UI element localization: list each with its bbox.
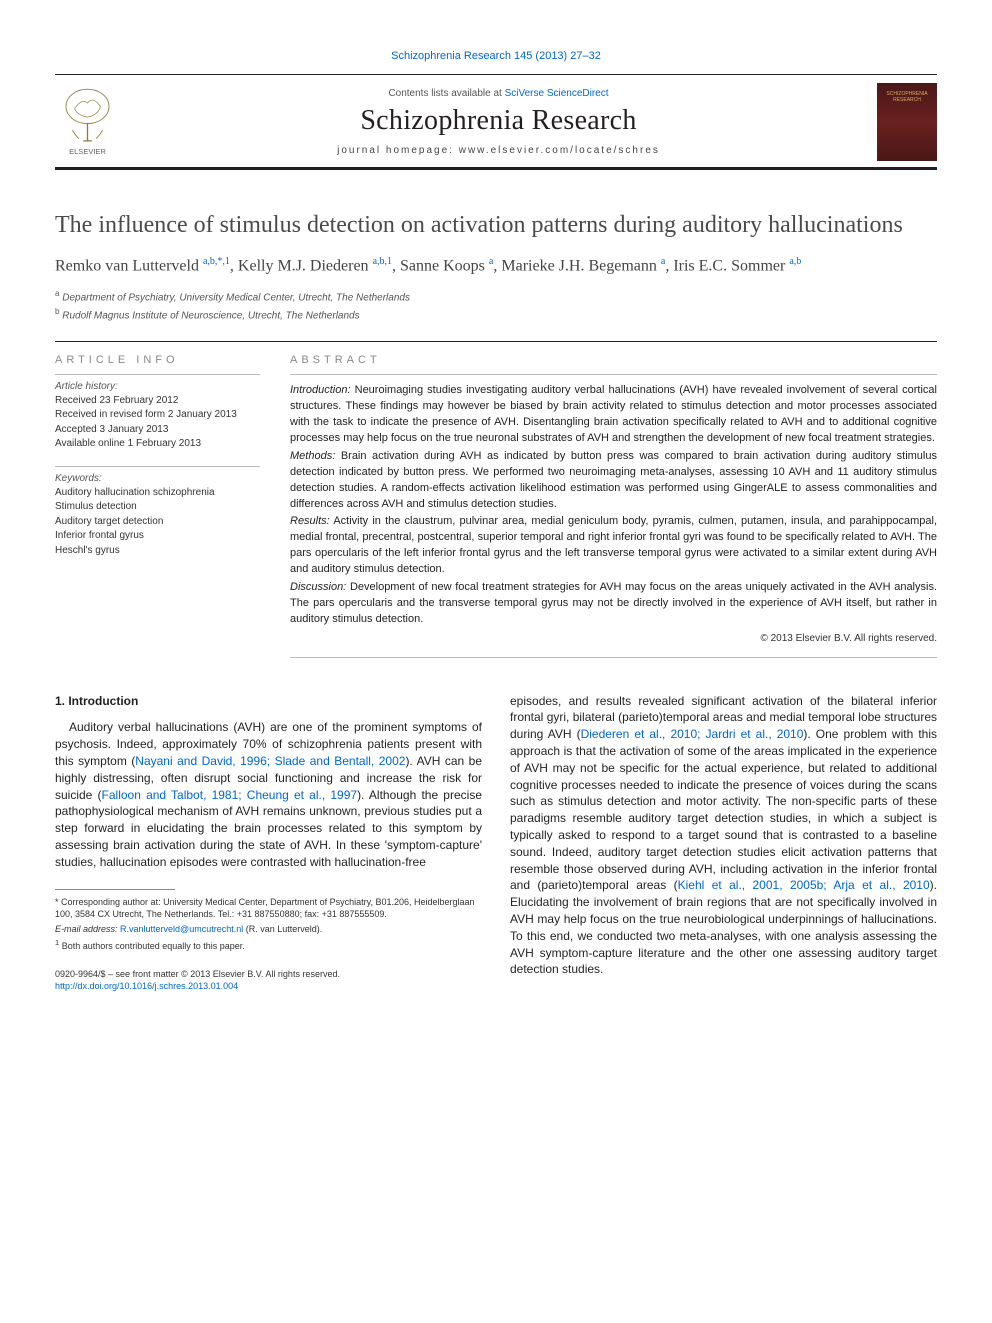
journal-title: Schizophrenia Research — [120, 105, 877, 137]
footnote-rule — [55, 889, 175, 890]
info-abstract-row: ARTICLE INFO Article history: Received 2… — [55, 341, 937, 658]
keyword-2: Auditory target detection — [55, 515, 260, 530]
contents-line: Contents lists available at SciVerse Sci… — [120, 88, 877, 99]
article-info-column: ARTICLE INFO Article history: Received 2… — [55, 342, 260, 658]
keyword-1: Stimulus detection — [55, 500, 260, 515]
email-footnote: E-mail address: R.vanlutterveld@umcutrec… — [55, 923, 482, 935]
journal-header: ELSEVIER Contents lists available at Sci… — [55, 74, 937, 170]
journal-cover-thumbnail: SCHIZOPHRENIA RESEARCH — [877, 83, 937, 161]
homepage-label: journal homepage: — [337, 145, 459, 156]
homepage-url: www.elsevier.com/locate/schres — [459, 145, 660, 156]
contents-prefix: Contents lists available at — [388, 88, 504, 99]
body-column-right: episodes, and results revealed significa… — [510, 693, 937, 993]
keyword-3: Inferior frontal gyrus — [55, 529, 260, 544]
affiliations: a Department of Psychiatry, University M… — [55, 288, 937, 323]
affiliation-b: b Rudolf Magnus Institute of Neuroscienc… — [55, 306, 937, 323]
elsevier-tree-icon: ELSEVIER — [55, 87, 120, 157]
keywords-block: Keywords: Auditory hallucination schizop… — [55, 466, 260, 559]
journal-homepage: journal homepage: www.elsevier.com/locat… — [120, 145, 877, 156]
keyword-4: Heschl's gyrus — [55, 544, 260, 559]
journal-reference: Schizophrenia Research 145 (2013) 27–32 — [55, 50, 937, 62]
doi-link[interactable]: http://dx.doi.org/10.1016/j.schres.2013.… — [55, 981, 238, 991]
abstract-body: Introduction: Neuroimaging studies inves… — [290, 374, 937, 658]
abstract-heading: ABSTRACT — [290, 354, 937, 366]
affiliation-a: a Department of Psychiatry, University M… — [55, 288, 937, 305]
elsevier-logo: ELSEVIER — [55, 87, 120, 157]
history-accepted: Accepted 3 January 2013 — [55, 423, 260, 438]
history-revised: Received in revised form 2 January 2013 — [55, 408, 260, 423]
abstract-discussion: Discussion: Development of new focal tre… — [290, 580, 937, 628]
corresponding-author-footnote: * Corresponding author at: University Me… — [55, 896, 482, 920]
bottom-meta: 0920-9964/$ – see front matter © 2013 El… — [55, 968, 482, 992]
article-info-heading: ARTICLE INFO — [55, 354, 260, 366]
abstract-intro: Introduction: Neuroimaging studies inves… — [290, 383, 937, 447]
body-column-left: 1. Introduction Auditory verbal hallucin… — [55, 693, 482, 993]
email-link[interactable]: R.vanlutterveld@umcutrecht.nl — [120, 924, 243, 934]
journal-ref-link[interactable]: Schizophrenia Research 145 (2013) 27–32 — [391, 50, 601, 62]
history-label: Article history: — [55, 381, 260, 392]
history-received: Received 23 February 2012 — [55, 394, 260, 409]
article-history-block: Article history: Received 23 February 20… — [55, 374, 260, 452]
intro-paragraph-right: episodes, and results revealed significa… — [510, 693, 937, 979]
abstract-copyright: © 2013 Elsevier B.V. All rights reserved… — [290, 632, 937, 647]
sciencedirect-link[interactable]: SciVerse ScienceDirect — [505, 88, 609, 99]
history-online: Available online 1 February 2013 — [55, 437, 260, 452]
page-container: Schizophrenia Research 145 (2013) 27–32 … — [0, 0, 992, 1032]
abstract-column: ABSTRACT Introduction: Neuroimaging stud… — [290, 342, 937, 658]
front-matter-line: 0920-9964/$ – see front matter © 2013 El… — [55, 968, 482, 980]
svg-text:ELSEVIER: ELSEVIER — [69, 147, 106, 156]
author-list: Remko van Lutterveld a,b,*,1, Kelly M.J.… — [55, 254, 937, 278]
article-title: The influence of stimulus detection on a… — [55, 210, 937, 240]
equal-contribution-footnote: 1 Both authors contributed equally to th… — [55, 938, 482, 952]
body-columns: 1. Introduction Auditory verbal hallucin… — [55, 693, 937, 993]
abstract-methods: Methods: Brain activation during AVH as … — [290, 449, 937, 513]
abstract-results: Results: Activity in the claustrum, pulv… — [290, 514, 937, 578]
keyword-0: Auditory hallucination schizophrenia — [55, 486, 260, 501]
section-1-heading: 1. Introduction — [55, 693, 482, 710]
keywords-label: Keywords: — [55, 473, 260, 484]
cover-text: SCHIZOPHRENIA RESEARCH — [879, 91, 935, 103]
header-center: Contents lists available at SciVerse Sci… — [120, 88, 877, 156]
intro-paragraph-left: Auditory verbal hallucinations (AVH) are… — [55, 719, 482, 870]
